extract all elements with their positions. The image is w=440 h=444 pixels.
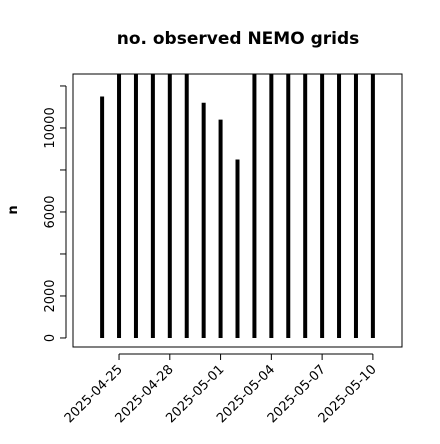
y-axis-label: n [6, 205, 21, 214]
y-tick-label: 6000 [43, 195, 58, 228]
y-tick-label: 2000 [43, 279, 58, 312]
plot-frame [72, 73, 403, 348]
y-tick-label: 0 [43, 334, 58, 342]
y-tick-label: 10000 [43, 107, 58, 148]
chart-title: no. observed NEMO grids [117, 29, 360, 49]
plot-area [100, 74, 375, 338]
